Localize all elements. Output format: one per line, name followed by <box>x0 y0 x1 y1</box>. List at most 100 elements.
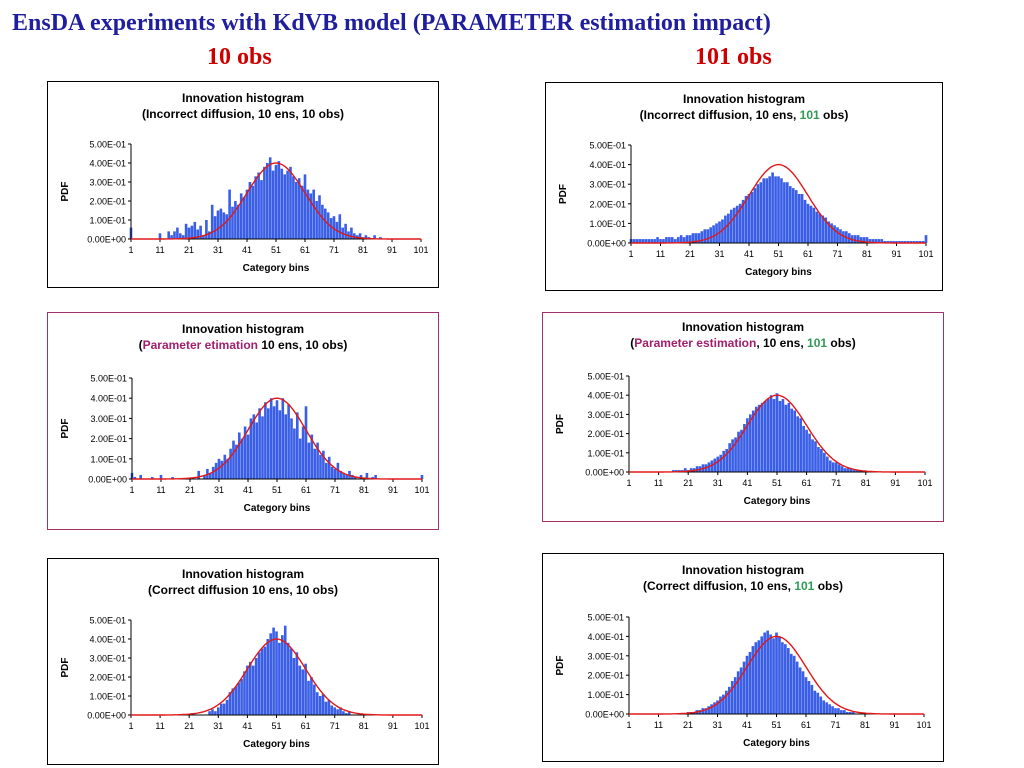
panel-heading: Innovation histogram <box>682 92 805 106</box>
subtitle-text-mid: , 10 ens, <box>756 336 808 350</box>
x-tick-label: 101 <box>917 478 932 488</box>
histogram-bar <box>695 466 699 472</box>
histogram-bar <box>287 404 290 479</box>
histogram-bar <box>326 212 330 239</box>
histogram-bar <box>741 199 745 243</box>
x-tick-label: 41 <box>744 249 754 259</box>
histogram-bar <box>238 432 241 479</box>
histogram-bar <box>839 229 842 243</box>
y-tick-label: 4.00E-01 <box>89 635 126 645</box>
histogram-bar <box>228 189 231 239</box>
panel-heading: Innovation histogram <box>681 320 804 334</box>
histogram-bar <box>786 182 789 243</box>
histogram-bar <box>269 398 273 479</box>
histogram-bar <box>778 636 781 714</box>
histogram-bar <box>713 702 716 714</box>
histogram-bar <box>685 235 689 243</box>
histogram-bar <box>895 241 898 243</box>
x-tick-label: 21 <box>184 245 194 255</box>
y-tick-label: 3.00E-01 <box>587 410 624 420</box>
histogram-bar <box>722 450 726 472</box>
y-tick-label: 1.00E-01 <box>89 692 126 702</box>
histogram-bar <box>274 164 278 239</box>
histogram-bar <box>300 185 304 239</box>
x-tick-label: 51 <box>271 721 281 731</box>
subtitle-text-end: obs) <box>819 108 849 122</box>
histogram-bar <box>359 474 363 479</box>
panel-heading: Innovation histogram <box>181 322 304 336</box>
x-tick-label: 61 <box>801 720 811 730</box>
histogram-bar <box>792 655 796 714</box>
histogram-bar <box>783 182 786 243</box>
y-tick-label: 3.00E-01 <box>89 178 126 188</box>
histogram-bar <box>808 433 811 472</box>
histogram-bar <box>209 472 212 479</box>
panel-heading: Innovation histogram <box>181 567 304 581</box>
histogram-bar <box>202 235 205 239</box>
histogram-bar <box>284 414 288 479</box>
histogram-bar <box>222 703 226 715</box>
histogram-bar <box>228 692 232 715</box>
histogram-bar <box>906 241 910 243</box>
histogram-bar <box>313 448 316 479</box>
histogram-bar <box>293 428 296 479</box>
histogram-bar <box>769 395 773 472</box>
x-tick-label: 41 <box>242 245 252 255</box>
histogram-bar <box>289 166 292 239</box>
gaussian-curve <box>629 635 924 715</box>
histogram-chart: 0.00E+00 1.00E-01 2.00E-01 3.00E-01 4.00E-01… <box>60 140 429 275</box>
histogram-bar <box>252 414 256 479</box>
x-tick-label: 71 <box>830 720 840 730</box>
histogram-bar <box>805 429 808 472</box>
histogram-bar <box>794 190 798 243</box>
histogram-bar <box>760 402 764 472</box>
x-tick-label: 1 <box>129 485 134 495</box>
histogram-bar <box>672 470 675 472</box>
histogram-bar <box>703 229 707 243</box>
histogram-bar <box>240 678 243 715</box>
histogram-bar <box>862 237 866 243</box>
histogram-bar <box>824 217 828 243</box>
histogram-bar <box>868 239 872 243</box>
x-tick-label: 1 <box>128 721 133 731</box>
histogram-bar <box>814 441 817 472</box>
histogram-bar <box>245 189 249 239</box>
histogram-bar <box>810 684 814 714</box>
histogram-bar <box>364 235 368 239</box>
y-tick-label: 3.00E-01 <box>90 414 127 424</box>
y-tick-label: 2.00E-01 <box>90 434 127 444</box>
y-tick-label: 0.00E+00 <box>88 475 127 485</box>
histogram-bar <box>791 188 795 243</box>
histogram-bar <box>815 211 819 243</box>
x-tick-label: 91 <box>891 249 901 259</box>
histogram-bar <box>754 642 758 714</box>
histogram-panel-correct-101obs: Innovation histogram (Correct diffusion,… <box>542 553 944 762</box>
histogram-bar <box>837 464 841 472</box>
histogram-bar <box>751 646 755 714</box>
histogram-bar <box>336 462 340 479</box>
histogram-bar <box>258 408 261 479</box>
histogram-bar <box>802 425 805 472</box>
histogram-bar <box>150 476 154 479</box>
y-tick-label: 5.00E-01 <box>89 140 126 150</box>
y-tick-label: 3.00E-01 <box>589 180 626 190</box>
histogram-bar <box>342 711 345 715</box>
histogram-bar <box>232 440 235 479</box>
histogram-bar <box>365 472 369 479</box>
histogram-bar <box>745 655 749 714</box>
x-tick-label: 71 <box>832 249 842 259</box>
histogram-bar <box>321 204 324 239</box>
histogram-bar <box>716 700 719 714</box>
panel-subtitle: (Correct diffusion, 10 ens, 101 obs) <box>543 578 943 594</box>
histogram-bar <box>261 416 264 479</box>
histogram-bar <box>856 235 860 243</box>
x-tick-label: 91 <box>890 478 900 488</box>
x-axis-label: Category bins <box>744 496 811 507</box>
histogram-bar <box>781 399 785 472</box>
histogram-bar <box>222 212 226 239</box>
histogram-bar <box>307 442 311 479</box>
histogram-bar <box>725 448 729 472</box>
histogram-bar <box>742 661 746 714</box>
y-axis-label: PDF <box>60 658 71 678</box>
histogram-bar <box>915 241 919 243</box>
